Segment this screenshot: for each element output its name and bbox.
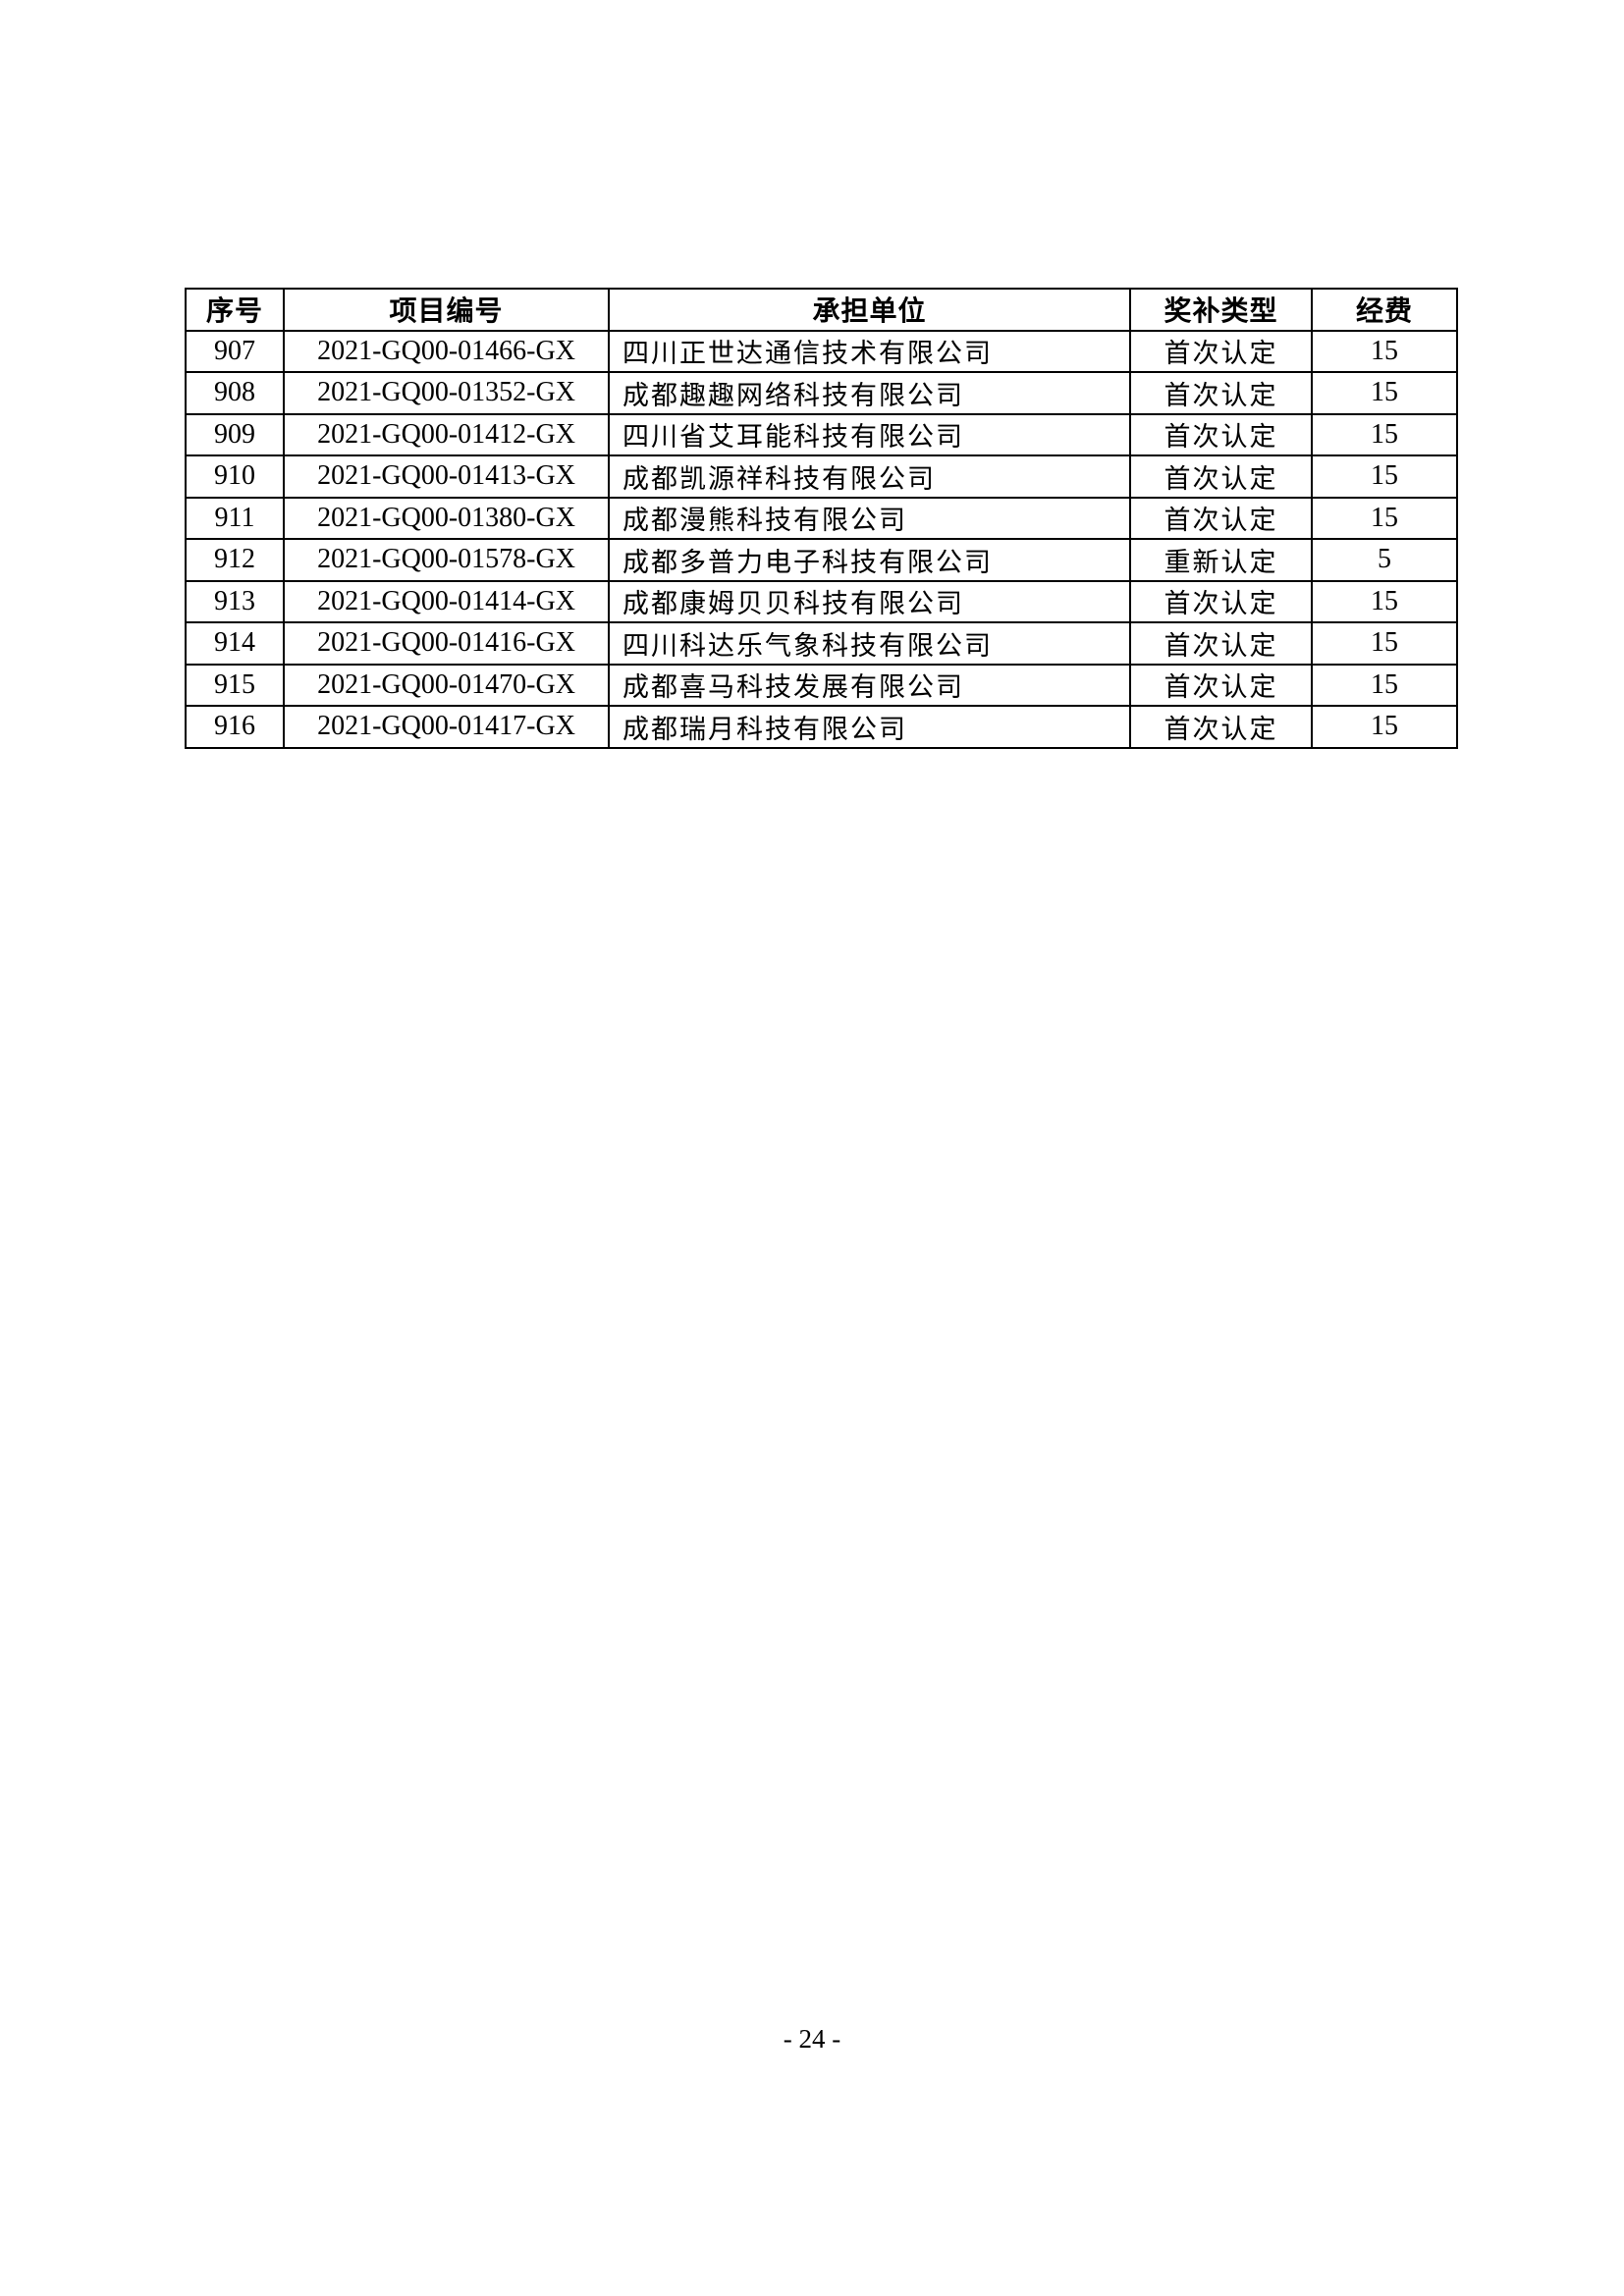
- cell-award-type: 首次认定: [1129, 705, 1313, 749]
- cell-company: 四川正世达通信技术有限公司: [608, 329, 1131, 373]
- table-row: 911 2021-GQ00-01380-GX 成都漫熊科技有限公司 首次认定 1…: [185, 496, 1458, 540]
- cell-project-id: 2021-GQ00-01466-GX: [283, 329, 610, 373]
- cell-fund: 15: [1311, 663, 1458, 707]
- cell-award-type: 首次认定: [1129, 329, 1313, 373]
- header-award-type: 奖补类型: [1129, 288, 1313, 332]
- cell-award-type: 首次认定: [1129, 371, 1313, 415]
- cell-company: 四川科达乐气象科技有限公司: [608, 621, 1131, 666]
- cell-company: 成都凯源祥科技有限公司: [608, 454, 1131, 499]
- table-row: 908 2021-GQ00-01352-GX 成都趣趣网络科技有限公司 首次认定…: [185, 371, 1458, 415]
- header-company: 承担单位: [608, 288, 1131, 332]
- cell-award-type: 首次认定: [1129, 579, 1313, 623]
- cell-award-type: 重新认定: [1129, 538, 1313, 582]
- award-table: 序号 项目编号 承担单位 奖补类型 经费 907 2021-GQ00-01466…: [185, 288, 1458, 749]
- table-row: 913 2021-GQ00-01414-GX 成都康姆贝贝科技有限公司 首次认定…: [185, 579, 1458, 623]
- cell-fund: 15: [1311, 329, 1458, 373]
- cell-company: 成都漫熊科技有限公司: [608, 496, 1131, 540]
- cell-project-id: 2021-GQ00-01414-GX: [283, 579, 610, 623]
- cell-project-id: 2021-GQ00-01413-GX: [283, 454, 610, 499]
- cell-company: 成都趣趣网络科技有限公司: [608, 371, 1131, 415]
- page-number: - 24 -: [783, 2024, 841, 2054]
- cell-seq: 908: [185, 371, 285, 415]
- cell-award-type: 首次认定: [1129, 412, 1313, 456]
- cell-award-type: 首次认定: [1129, 496, 1313, 540]
- cell-fund: 15: [1311, 371, 1458, 415]
- cell-fund: 15: [1311, 579, 1458, 623]
- cell-seq: 911: [185, 496, 285, 540]
- table-row: 909 2021-GQ00-01412-GX 四川省艾耳能科技有限公司 首次认定…: [185, 412, 1458, 456]
- cell-project-id: 2021-GQ00-01416-GX: [283, 621, 610, 666]
- table-row: 910 2021-GQ00-01413-GX 成都凯源祥科技有限公司 首次认定 …: [185, 454, 1458, 499]
- cell-award-type: 首次认定: [1129, 663, 1313, 707]
- cell-project-id: 2021-GQ00-01352-GX: [283, 371, 610, 415]
- table-row: 907 2021-GQ00-01466-GX 四川正世达通信技术有限公司 首次认…: [185, 329, 1458, 373]
- cell-fund: 15: [1311, 454, 1458, 499]
- cell-award-type: 首次认定: [1129, 454, 1313, 499]
- cell-seq: 912: [185, 538, 285, 582]
- cell-project-id: 2021-GQ00-01578-GX: [283, 538, 610, 582]
- cell-company: 成都多普力电子科技有限公司: [608, 538, 1131, 582]
- cell-company: 四川省艾耳能科技有限公司: [608, 412, 1131, 456]
- cell-company: 成都瑞月科技有限公司: [608, 705, 1131, 749]
- cell-company: 成都喜马科技发展有限公司: [608, 663, 1131, 707]
- cell-fund: 15: [1311, 412, 1458, 456]
- cell-seq: 916: [185, 705, 285, 749]
- table-header-row: 序号 项目编号 承担单位 奖补类型 经费: [185, 288, 1458, 332]
- cell-project-id: 2021-GQ00-01380-GX: [283, 496, 610, 540]
- table-row: 916 2021-GQ00-01417-GX 成都瑞月科技有限公司 首次认定 1…: [185, 705, 1458, 749]
- cell-seq: 907: [185, 329, 285, 373]
- header-seq: 序号: [185, 288, 285, 332]
- cell-fund: 5: [1311, 538, 1458, 582]
- table-row: 915 2021-GQ00-01470-GX 成都喜马科技发展有限公司 首次认定…: [185, 663, 1458, 707]
- cell-seq: 914: [185, 621, 285, 666]
- cell-award-type: 首次认定: [1129, 621, 1313, 666]
- cell-project-id: 2021-GQ00-01417-GX: [283, 705, 610, 749]
- cell-seq: 910: [185, 454, 285, 499]
- cell-seq: 915: [185, 663, 285, 707]
- cell-project-id: 2021-GQ00-01470-GX: [283, 663, 610, 707]
- header-project-id: 项目编号: [283, 288, 610, 332]
- cell-fund: 15: [1311, 621, 1458, 666]
- cell-fund: 15: [1311, 496, 1458, 540]
- header-fund: 经费: [1311, 288, 1458, 332]
- cell-seq: 909: [185, 412, 285, 456]
- cell-fund: 15: [1311, 705, 1458, 749]
- table-row: 914 2021-GQ00-01416-GX 四川科达乐气象科技有限公司 首次认…: [185, 621, 1458, 666]
- cell-seq: 913: [185, 579, 285, 623]
- table-row: 912 2021-GQ00-01578-GX 成都多普力电子科技有限公司 重新认…: [185, 538, 1458, 582]
- cell-project-id: 2021-GQ00-01412-GX: [283, 412, 610, 456]
- cell-company: 成都康姆贝贝科技有限公司: [608, 579, 1131, 623]
